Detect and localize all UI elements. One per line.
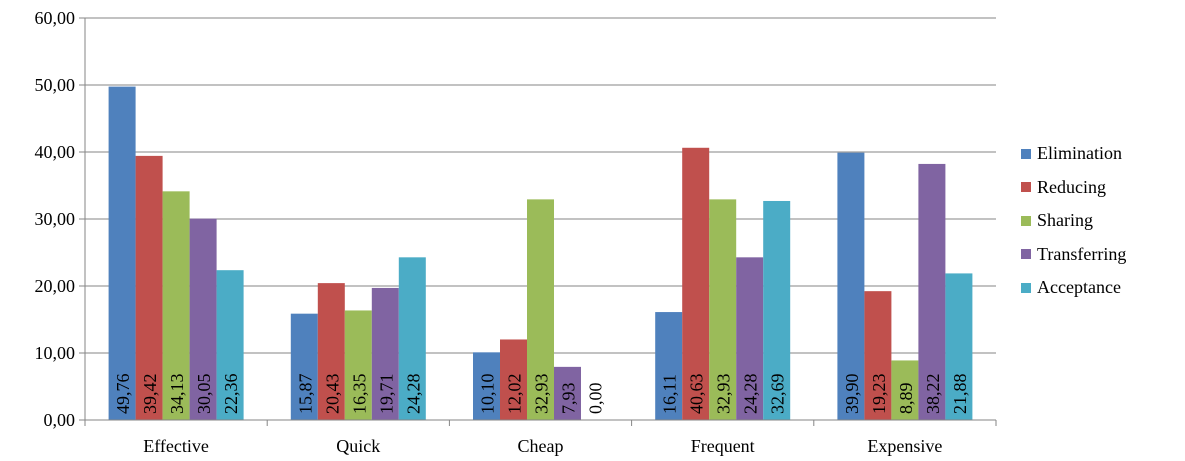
legend-item: Acceptance <box>1021 271 1126 305</box>
legend-item: Transferring <box>1021 238 1126 272</box>
bar-acceptance <box>763 200 791 420</box>
data-label: 32,93 <box>714 374 734 415</box>
data-label: 38,22 <box>923 374 943 415</box>
data-label: 19,23 <box>869 374 889 415</box>
x-category-label: Frequent <box>691 436 755 456</box>
x-category-label: Cheap <box>518 436 564 456</box>
x-category-label: Expensive <box>867 436 942 456</box>
x-category-label: Quick <box>336 436 380 456</box>
bar-reducing <box>135 155 163 421</box>
bar-sharing <box>344 310 372 420</box>
legend-item: Elimination <box>1021 137 1126 171</box>
data-label: 24,28 <box>403 374 423 415</box>
bar-acceptance <box>945 273 973 420</box>
data-label: 24,28 <box>741 374 761 415</box>
legend-swatch <box>1021 215 1031 226</box>
bar-reducing <box>864 291 892 420</box>
legend-swatch <box>1021 182 1031 193</box>
bar-transferring <box>918 163 946 420</box>
y-tick-label: 60,00 <box>35 8 76 28</box>
bar-sharing <box>891 360 919 420</box>
legend-label: Elimination <box>1037 143 1122 164</box>
bar-reducing <box>500 339 527 420</box>
data-label: 30,05 <box>194 374 214 415</box>
y-tick-label: 10,00 <box>35 343 76 363</box>
data-label: 12,02 <box>505 374 525 415</box>
y-tick-label: 20,00 <box>35 276 76 296</box>
bar-transferring <box>371 287 399 420</box>
data-label: 40,63 <box>687 374 707 415</box>
bar-elimination <box>837 152 865 421</box>
legend-swatch <box>1021 148 1031 159</box>
legend-label: Sharing <box>1037 210 1093 231</box>
bar-acceptance <box>398 257 426 420</box>
bar-transferring <box>189 218 217 420</box>
bar-reducing <box>682 147 710 421</box>
data-label: 39,90 <box>842 374 862 415</box>
bar-sharing <box>162 191 190 420</box>
y-tick-label: 0,00 <box>44 410 76 430</box>
legend: Elimination Reducing Sharing Transferring Ac… <box>1021 137 1126 305</box>
data-label: 16,11 <box>660 374 680 414</box>
bar-elimination <box>655 312 683 420</box>
bar-elimination <box>473 352 500 420</box>
data-label: 20,43 <box>322 374 342 415</box>
bar-sharing <box>527 199 554 420</box>
data-label: 7,93 <box>559 383 579 415</box>
data-label: 15,87 <box>295 374 315 415</box>
bar-acceptance <box>216 270 244 420</box>
y-tick-label: 30,00 <box>35 209 76 229</box>
bar-transferring <box>554 366 581 420</box>
data-label: 32,69 <box>768 374 788 415</box>
bar-sharing <box>709 199 737 420</box>
data-label: 22,36 <box>221 374 241 415</box>
legend-label: Acceptance <box>1037 277 1121 298</box>
data-label: 10,10 <box>478 374 498 415</box>
legend-swatch <box>1021 249 1031 260</box>
y-tick-label: 50,00 <box>35 75 76 95</box>
data-label: 16,35 <box>349 374 369 415</box>
bar-elimination <box>290 313 318 420</box>
legend-item: Sharing <box>1021 204 1126 238</box>
data-label: 19,71 <box>376 374 396 415</box>
data-label: 8,89 <box>896 383 916 415</box>
legend-swatch <box>1021 282 1031 293</box>
data-label: 21,88 <box>950 374 970 415</box>
legend-label: Reducing <box>1037 176 1106 197</box>
legend-item: Reducing <box>1021 171 1126 205</box>
data-label: 39,42 <box>140 374 160 415</box>
bar-elimination <box>108 86 136 420</box>
bar-transferring <box>736 257 764 420</box>
data-label: 0,00 <box>586 383 606 415</box>
legend-label: Transferring <box>1037 243 1127 264</box>
x-category-label: Effective <box>143 436 209 456</box>
data-label: 34,13 <box>167 374 187 415</box>
bar-reducing <box>317 283 345 420</box>
y-tick-label: 40,00 <box>35 142 76 162</box>
data-label: 49,76 <box>113 374 133 415</box>
data-label: 32,93 <box>532 374 552 415</box>
